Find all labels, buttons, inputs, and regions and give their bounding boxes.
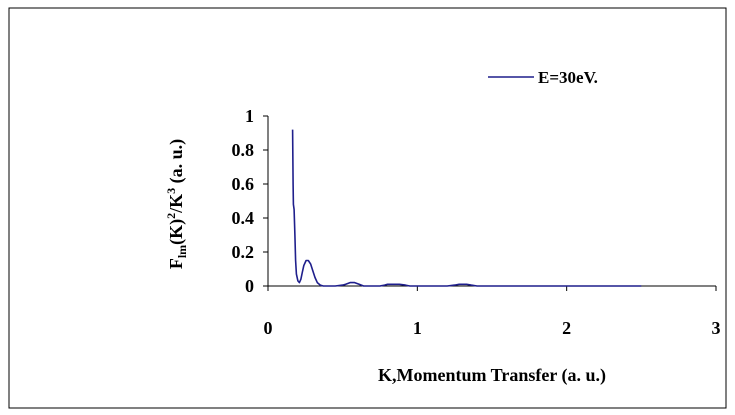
y-axis-label-part: 3 bbox=[164, 188, 178, 194]
y-axis-label-part: F bbox=[166, 258, 186, 269]
x-tick-label: 3 bbox=[712, 318, 721, 338]
x-ticks: 0 1 2 3 bbox=[264, 286, 721, 338]
series-line bbox=[291, 129, 642, 287]
y-tick-label: 0.2 bbox=[232, 242, 255, 262]
x-tick-label: 2 bbox=[562, 318, 571, 338]
y-axis-label-part: /K bbox=[166, 194, 186, 214]
x-tick-label: 0 bbox=[264, 318, 273, 338]
chart-border bbox=[8, 7, 727, 409]
y-axis-label-part: 2 bbox=[164, 213, 178, 219]
y-axis-label: Flm​(K)2​/K3​ (a. u.) bbox=[164, 139, 189, 269]
y-axis-label-part: (K) bbox=[166, 219, 187, 245]
y-tick-label: 0.8 bbox=[232, 140, 255, 160]
y-ticks: 0 0.2 0.4 0.6 0.8 1 bbox=[232, 106, 268, 296]
y-tick-label: 1 bbox=[245, 106, 254, 126]
legend: E=30eV. bbox=[488, 68, 598, 87]
y-axis-label-part: (a. u.) bbox=[166, 139, 187, 188]
y-tick-label: 0.4 bbox=[232, 208, 255, 228]
x-axis-label: K,Momentum Transfer (a. u.) bbox=[378, 365, 606, 386]
y-tick-label: 0.6 bbox=[232, 174, 255, 194]
legend-label: E=30eV. bbox=[538, 68, 598, 87]
y-axis-label-part: lm bbox=[175, 245, 189, 258]
y-tick-label: 0 bbox=[245, 276, 254, 296]
series-layer bbox=[291, 129, 642, 287]
x-tick-label: 1 bbox=[413, 318, 422, 338]
